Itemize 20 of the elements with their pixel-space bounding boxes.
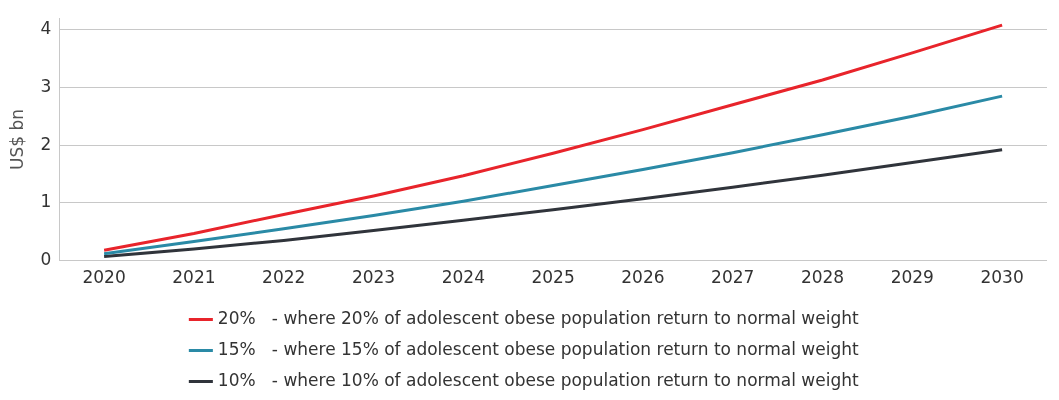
x-tick-label: 2029 <box>890 267 934 288</box>
x-tick-label: 2021 <box>172 267 216 288</box>
x-tick-label: 2026 <box>621 267 665 288</box>
legend-label: 15% - where 15% of adolescent obese population return to normal weight <box>217 338 859 359</box>
y-tick-label: 2 <box>40 133 52 154</box>
x-tick-label: 2024 <box>441 267 485 288</box>
legend-label: 20% - where 20% of adolescent obese population return to normal weight <box>217 307 859 328</box>
x-tick-label: 2027 <box>711 267 755 288</box>
x-tick-label: 2030 <box>980 267 1024 288</box>
legend-label: 10% - where 10% of adolescent obese population return to normal weight <box>217 369 859 390</box>
x-tick-label: 2020 <box>82 267 126 288</box>
x-tick-label: 2023 <box>351 267 396 288</box>
y-tick-label: 4 <box>40 18 52 39</box>
x-tick-label: 2025 <box>531 267 575 288</box>
x-tick-label: 2022 <box>262 267 306 288</box>
y-tick-label: 1 <box>40 191 52 212</box>
x-tick-label: 2028 <box>800 267 845 288</box>
y-tick-label: 3 <box>40 75 52 96</box>
y-tick-label: 0 <box>40 249 52 270</box>
y-axis-title: US$ bn <box>6 108 27 170</box>
